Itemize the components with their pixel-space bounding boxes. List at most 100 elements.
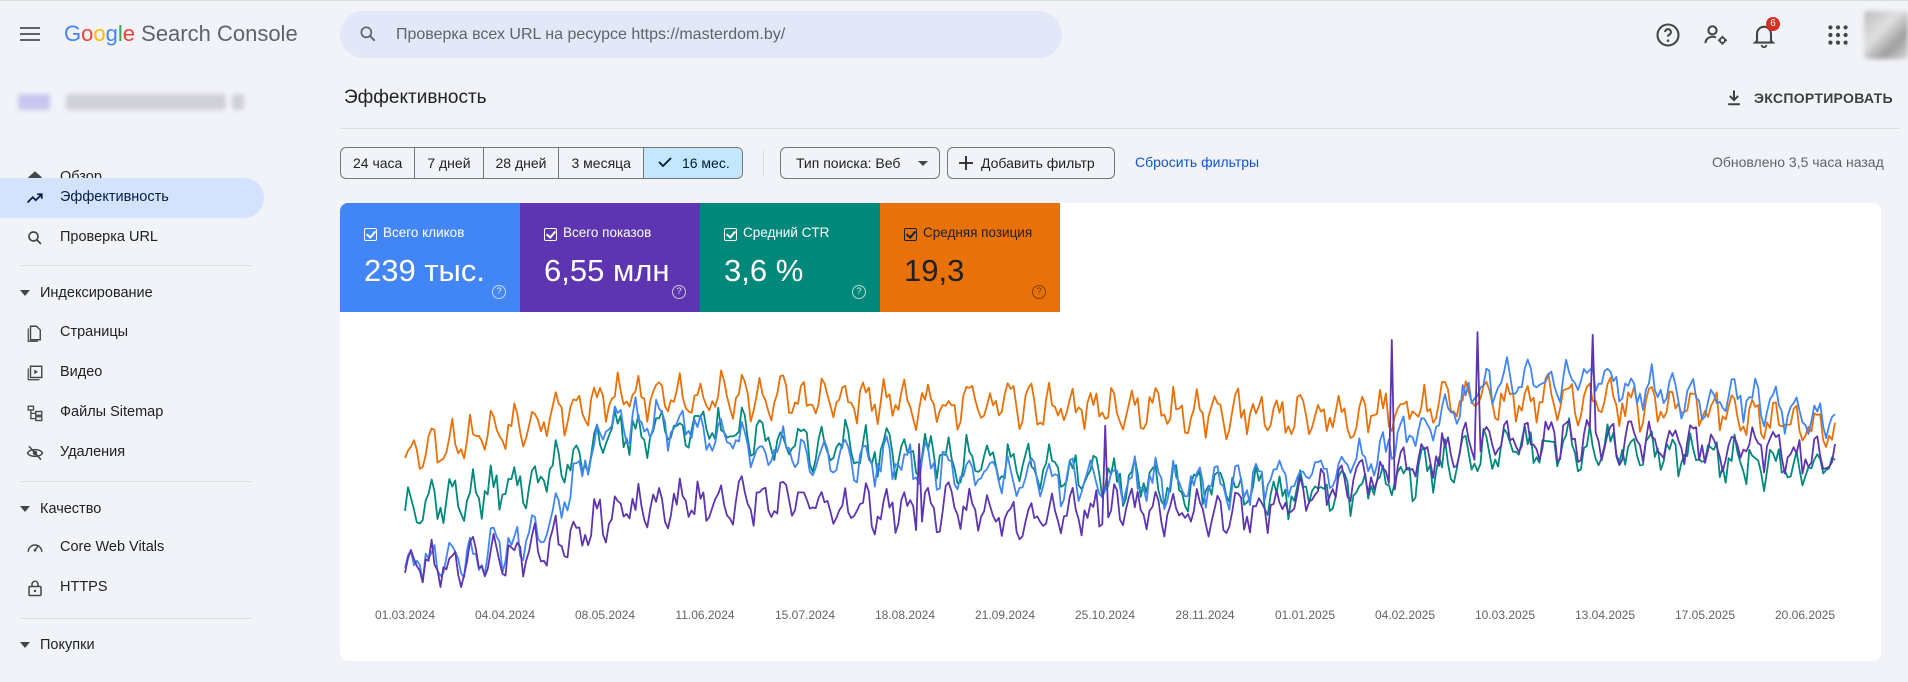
- performance-card: Всего кликов 239 тыс. ? Всего показов 6,…: [340, 203, 1881, 661]
- search-type-label: Тип поиска: Веб: [796, 155, 901, 171]
- x-axis-tick-label: 18.08.2024: [875, 608, 935, 622]
- metric-label: Средний CTR: [743, 225, 830, 240]
- sidebar-item-label: Файлы Sitemap: [60, 404, 164, 420]
- help-icon[interactable]: ?: [1032, 285, 1046, 299]
- range-16m-label: 16 мес.: [681, 155, 730, 171]
- notification-count-badge: 6: [1766, 17, 1780, 31]
- help-icon[interactable]: ?: [492, 285, 506, 299]
- collapse-arrow-icon: [20, 290, 30, 296]
- date-range-selector: 24 часа 7 дней 28 дней 3 месяца 16 мес.: [340, 147, 743, 179]
- sidebar-divider: [20, 265, 252, 266]
- x-axis-tick-label: 28.11.2024: [1175, 608, 1234, 622]
- metric-value: 6,55 млн: [544, 253, 670, 288]
- sidebar-group-label: Покупки: [40, 637, 95, 653]
- plus-icon: [959, 156, 973, 170]
- sidebar-item-label: Видео: [60, 364, 103, 380]
- metric-tile-position[interactable]: Средняя позиция 19,3 ?: [880, 203, 1060, 312]
- sidebar-divider: [20, 618, 252, 619]
- sidebar-item-label: Проверка URL: [60, 229, 158, 245]
- property-selector[interactable]: [18, 86, 246, 118]
- checkbox-icon[interactable]: [544, 228, 557, 241]
- property-name-redacted: [66, 94, 226, 110]
- sidebar-item-sitemaps[interactable]: Файлы Sitemap: [0, 393, 264, 433]
- collapse-arrow-icon: [20, 642, 30, 648]
- sidebar-item-video[interactable]: Видео: [0, 353, 264, 393]
- manage-users-icon[interactable]: [1702, 21, 1730, 49]
- menu-icon-line: [20, 33, 40, 35]
- sidebar-item-url-inspection[interactable]: Проверка URL: [0, 218, 264, 258]
- search-type-dropdown[interactable]: Тип поиска: Веб: [780, 147, 940, 179]
- x-axis-tick-label: 08.05.2024: [575, 608, 635, 622]
- range-24h[interactable]: 24 часа: [341, 148, 416, 178]
- sidebar-item-core-web-vitals[interactable]: Core Web Vitals: [0, 528, 264, 568]
- video-icon: [27, 365, 43, 381]
- pages-icon: [27, 325, 41, 342]
- filter-divider: [763, 150, 764, 176]
- metric-tile-clicks[interactable]: Всего кликов 239 тыс. ?: [340, 203, 520, 312]
- range-3m[interactable]: 3 месяца: [559, 148, 644, 178]
- help-icon[interactable]: ?: [672, 285, 686, 299]
- logo-letter: o: [81, 21, 94, 46]
- reset-filters-link[interactable]: Сбросить фильтры: [1135, 154, 1260, 170]
- speed-icon: [27, 544, 43, 552]
- collapse-arrow-icon: [20, 506, 30, 512]
- add-filter-button[interactable]: Добавить фильтр: [947, 147, 1115, 179]
- dropdown-arrow-icon: [918, 161, 928, 166]
- account-avatar[interactable]: [1864, 11, 1908, 59]
- search-input[interactable]: [396, 11, 1036, 58]
- metric-value: 239 тыс.: [364, 253, 485, 288]
- range-16m[interactable]: 16 мес.: [643, 148, 742, 178]
- help-icon[interactable]: ?: [852, 285, 866, 299]
- check-icon: [658, 157, 672, 167]
- x-axis-tick-label: 04.04.2024: [475, 608, 535, 622]
- removals-icon: [26, 445, 44, 461]
- sidebar-group-label: Качество: [40, 501, 102, 517]
- search-icon: [28, 231, 42, 245]
- x-axis-tick-label: 01.01.2025: [1275, 608, 1335, 622]
- range-7d[interactable]: 7 дней: [415, 148, 484, 178]
- metric-label: Средняя позиция: [923, 225, 1033, 240]
- page-title: Эффективность: [344, 87, 487, 108]
- checkbox-icon[interactable]: [904, 228, 917, 241]
- property-dropdown-redacted: [232, 94, 244, 110]
- logo-letter: l: [117, 21, 123, 46]
- sidebar-item-label: Эффективность: [60, 189, 169, 205]
- trending-up-icon: [26, 193, 43, 204]
- x-axis-tick-label: 11.06.2024: [675, 608, 734, 622]
- sidebar-nav: Обзор Эффективность Проверка URL Индекси…: [0, 68, 270, 682]
- x-axis-tick-label: 17.05.2025: [1675, 608, 1735, 622]
- series-line: [404, 369, 1836, 470]
- sidebar-item-https[interactable]: HTTPS: [0, 568, 264, 608]
- last-updated-text: Обновлено 3,5 часа назад: [1712, 154, 1884, 170]
- sidebar-item-performance[interactable]: Эффективность: [0, 178, 264, 218]
- search-console-logo[interactable]: Google Search Console: [64, 21, 298, 47]
- sidebar-item-label: Страницы: [60, 324, 129, 340]
- x-axis-tick-label: 10.03.2025: [1475, 608, 1535, 622]
- notifications-button[interactable]: 6: [1750, 17, 1780, 49]
- checkbox-icon[interactable]: [364, 228, 377, 241]
- sidebar-item-pages[interactable]: Страницы: [0, 313, 264, 353]
- metric-tile-impressions[interactable]: Всего показов 6,55 млн ?: [520, 203, 700, 312]
- apps-grid-icon[interactable]: [1824, 21, 1852, 49]
- main-menu-button[interactable]: [20, 23, 50, 47]
- menu-icon-line: [20, 39, 40, 41]
- logo-letter: e: [122, 21, 136, 46]
- range-28d[interactable]: 28 дней: [484, 148, 560, 178]
- performance-line-chart[interactable]: 01.03.2024 04.04.2024 08.05.2024 11.06.2024…: [340, 312, 1881, 661]
- series-line: [404, 356, 1836, 583]
- export-label: ЭКСПОРТИРОВАТЬ: [1754, 90, 1893, 106]
- help-icon[interactable]: [1654, 21, 1682, 49]
- x-axis-tick-label: 01.03.2024: [375, 608, 435, 622]
- metric-value: 19,3: [904, 253, 965, 288]
- checkbox-icon[interactable]: [724, 228, 737, 241]
- sidebar-item-removals[interactable]: Удаления: [0, 433, 264, 473]
- x-axis-tick-label: 04.02.2025: [1375, 608, 1435, 622]
- metric-value: 3,6 %: [724, 253, 804, 288]
- sidebar-item-label: Удаления: [60, 444, 126, 460]
- x-axis-tick-label: 25.10.2024: [1075, 608, 1135, 622]
- metric-tile-ctr[interactable]: Средний CTR 3,6 % ?: [700, 203, 880, 312]
- search-icon: [360, 26, 376, 42]
- url-inspection-search[interactable]: [340, 11, 1062, 58]
- sidebar-item-label: HTTPS: [60, 579, 108, 595]
- header-divider: [340, 128, 1900, 129]
